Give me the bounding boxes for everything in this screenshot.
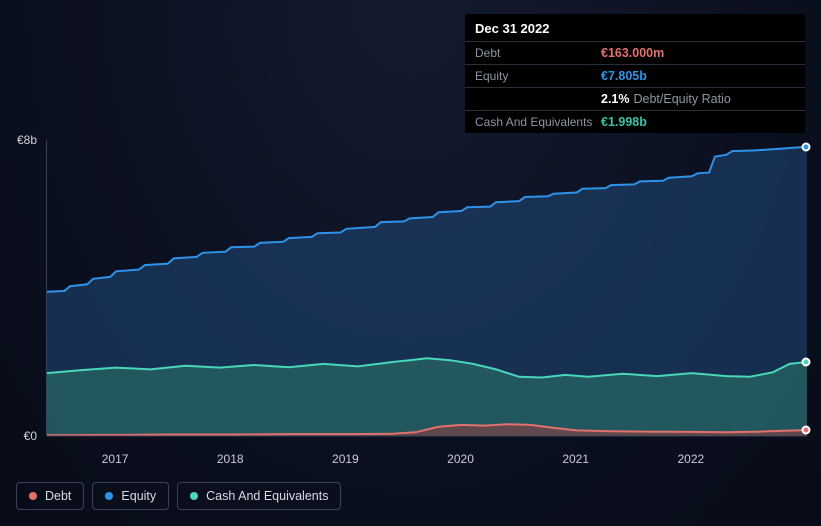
chart-legend: Debt Equity Cash And Equivalents xyxy=(16,482,341,510)
legend-label: Debt xyxy=(45,489,71,503)
legend-dot xyxy=(190,492,198,500)
tooltip-label: Cash And Equivalents xyxy=(475,115,601,129)
x-axis-tick: 2018 xyxy=(217,452,244,466)
tooltip-value: €163.000m xyxy=(601,46,664,60)
chart-tooltip: Dec 31 2022 Debt€163.000mEquity€7.805b2.… xyxy=(465,14,805,133)
end-marker xyxy=(802,142,811,151)
tooltip-row: Equity€7.805b xyxy=(465,64,805,87)
x-axis-tick: 2022 xyxy=(677,452,704,466)
tooltip-value: €1.998b xyxy=(601,115,647,129)
end-marker xyxy=(802,426,811,435)
x-axis-tick: 2017 xyxy=(102,452,129,466)
x-axis-tick: 2021 xyxy=(562,452,589,466)
legend-dot xyxy=(29,492,37,500)
end-marker xyxy=(802,358,811,367)
legend-item-equity[interactable]: Equity xyxy=(92,482,169,510)
x-axis-tick: 2019 xyxy=(332,452,359,466)
y-axis-tick: €8b xyxy=(17,133,37,147)
legend-label: Cash And Equivalents xyxy=(206,489,328,503)
y-axis-tick: €0 xyxy=(24,429,37,443)
x-axis-tick: 2020 xyxy=(447,452,474,466)
legend-dot xyxy=(105,492,113,500)
tooltip-row: 2.1%Debt/Equity Ratio xyxy=(465,87,805,110)
legend-label: Equity xyxy=(121,489,156,503)
tooltip-label: Debt xyxy=(475,46,601,60)
legend-item-debt[interactable]: Debt xyxy=(16,482,84,510)
tooltip-label: Equity xyxy=(475,69,601,83)
tooltip-value: 2.1% xyxy=(601,92,630,106)
tooltip-row: Debt€163.000m xyxy=(465,41,805,64)
legend-item-cash-and-equivalents[interactable]: Cash And Equivalents xyxy=(177,482,341,510)
plot-area[interactable] xyxy=(46,140,806,436)
tooltip-row: Cash And Equivalents€1.998b xyxy=(465,110,805,133)
tooltip-date: Dec 31 2022 xyxy=(465,14,805,41)
tooltip-value: €7.805b xyxy=(601,69,647,83)
